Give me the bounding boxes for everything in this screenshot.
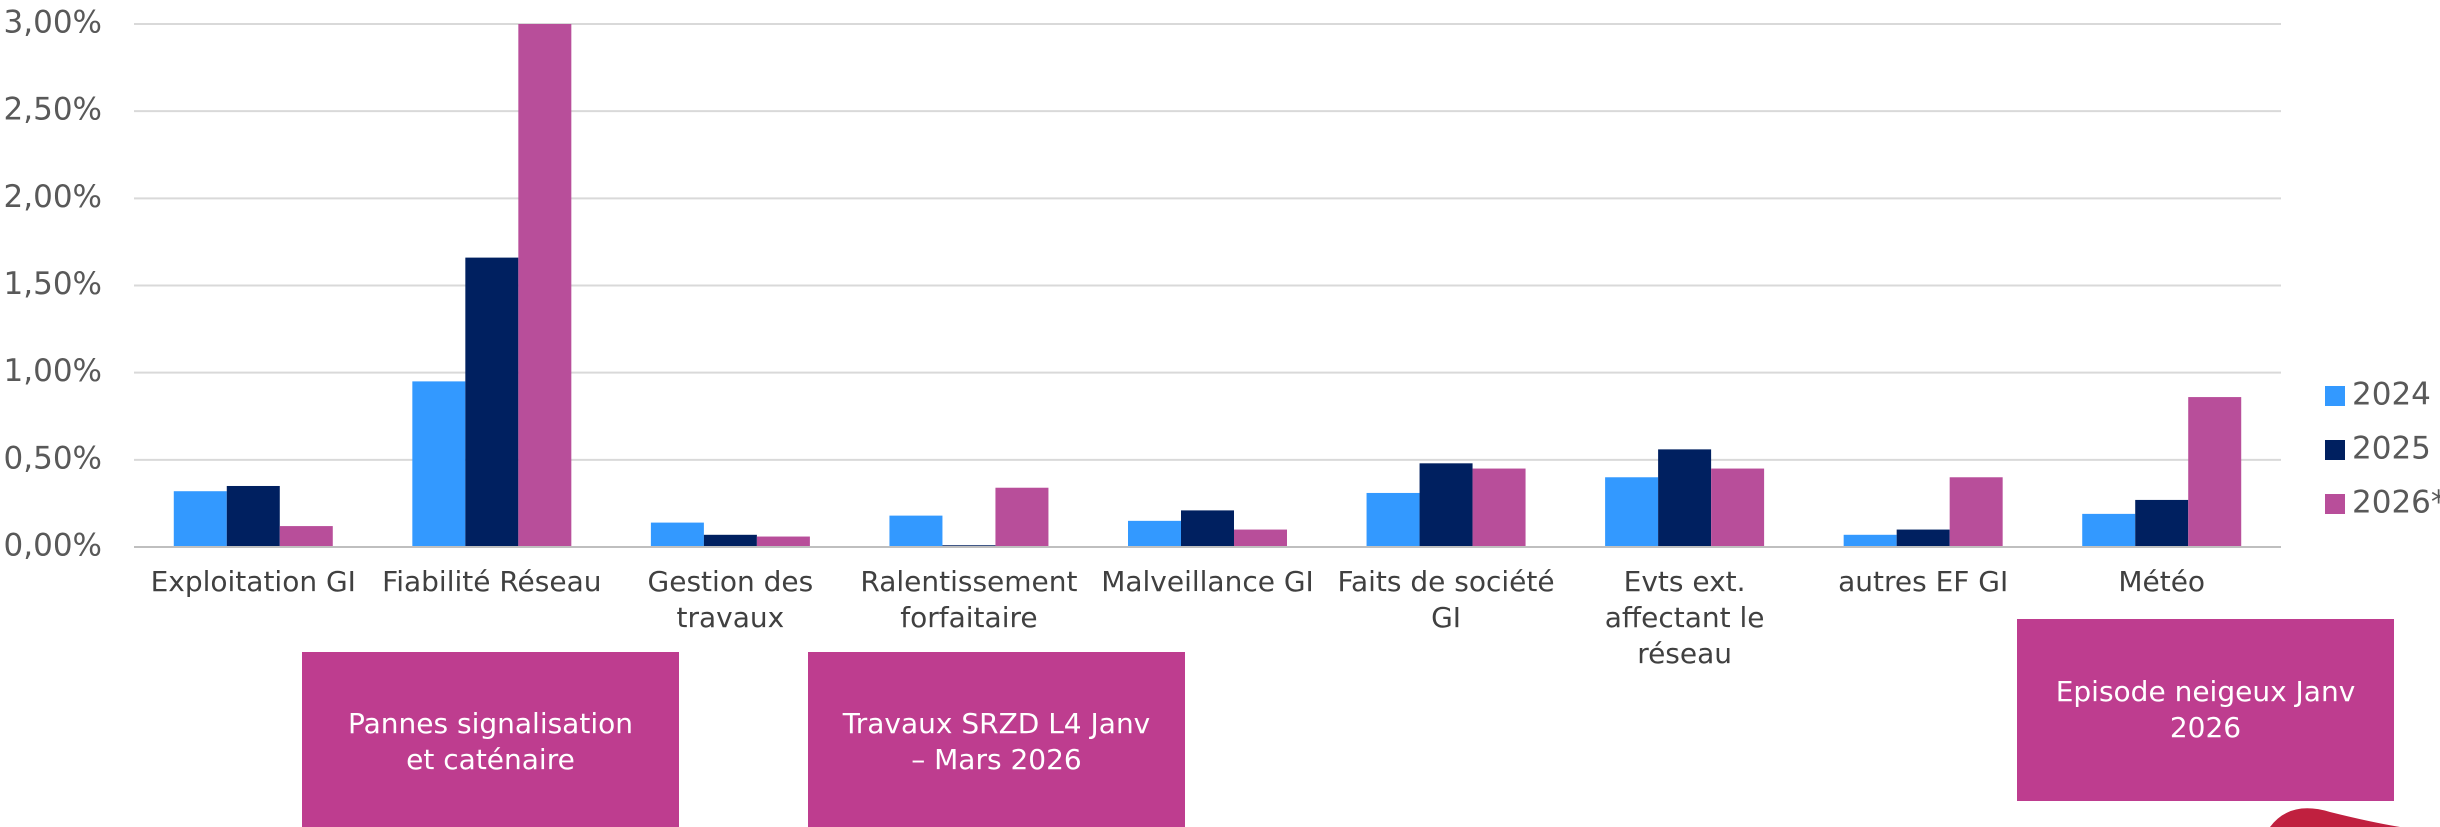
annotation: Pannes signalisation et caténaire — [302, 652, 679, 827]
y-tick-label: 1,50% — [4, 266, 102, 302]
bar — [995, 487, 1049, 547]
x-tick-label: Exploitation GI — [150, 565, 356, 598]
bar — [279, 526, 333, 547]
bar — [1605, 477, 1659, 547]
bar — [412, 381, 466, 547]
bar — [756, 536, 810, 547]
bar — [2188, 397, 2242, 547]
x-tick-label: autres EF GI — [1838, 565, 2009, 598]
legend-label: 2025 — [2352, 431, 2431, 467]
x-tick-label: Fiabilité Réseau — [382, 565, 602, 598]
bar — [2082, 513, 2136, 547]
annotation: Travaux SRZD L4 Janv – Mars 2026 — [808, 652, 1185, 827]
bar — [226, 485, 280, 547]
bar — [1472, 468, 1526, 547]
legend-swatch — [2325, 440, 2345, 460]
bar — [1234, 529, 1287, 547]
bar — [650, 522, 704, 547]
y-tick-label: 3,00% — [4, 5, 102, 41]
bar — [889, 515, 943, 547]
y-tick-label: 1,00% — [4, 353, 102, 389]
bar — [518, 24, 572, 547]
x-tick-label: Gestion des travaux — [647, 565, 814, 634]
y-tick-label: 0,00% — [4, 528, 102, 564]
legend-swatch — [2325, 494, 2345, 514]
bar — [1711, 468, 1765, 547]
y-tick-label: 2,50% — [4, 92, 102, 128]
bar — [703, 534, 757, 547]
y-tick-label: 2,00% — [4, 179, 102, 215]
x-tick-label: Malveillance GI — [1101, 565, 1314, 598]
x-tick-label: Evts ext. affectant le réseau — [1604, 565, 1765, 670]
x-tick-label: Météo — [2118, 565, 2206, 598]
bar — [1181, 510, 1234, 547]
legend-label: 2024 — [2352, 377, 2431, 413]
bar — [1128, 520, 1181, 547]
bar — [1419, 463, 1473, 547]
x-tick-label: Ralentissement forfaitaire — [860, 565, 1078, 634]
y-tick-label: 0,50% — [4, 440, 102, 476]
bar — [1896, 529, 1950, 547]
x-tick-label: Faits de société GI — [1337, 565, 1555, 634]
decoration — [2270, 808, 2400, 827]
bar — [1366, 492, 1420, 547]
bar — [173, 491, 227, 547]
legend-swatch — [2325, 386, 2345, 406]
bar — [465, 257, 519, 547]
annotation: Episode neigeux Janv 2026 — [2017, 619, 2394, 801]
bar — [2135, 499, 2189, 547]
bar — [1658, 449, 1712, 547]
legend-label: 2026* — [2352, 485, 2440, 521]
bar — [1843, 534, 1897, 547]
bar — [1949, 477, 2003, 547]
